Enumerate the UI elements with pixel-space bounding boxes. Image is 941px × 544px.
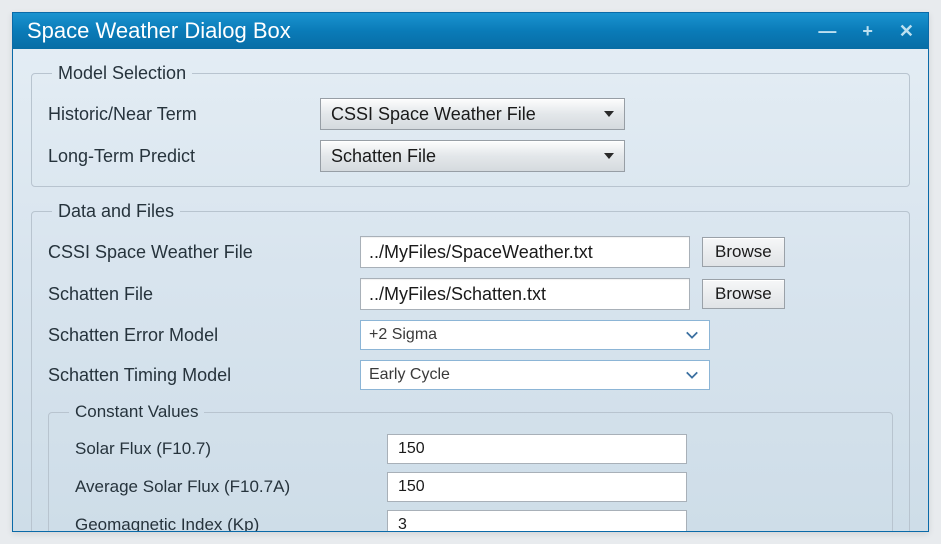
- schatten-browse-button[interactable]: Browse: [702, 279, 785, 309]
- timing-model-row: Schatten Timing Model Early Cycle: [48, 360, 893, 390]
- schatten-file-label: Schatten File: [48, 284, 348, 305]
- window-title: Space Weather Dialog Box: [27, 18, 814, 44]
- maximize-button[interactable]: +: [858, 20, 877, 42]
- error-model-label: Schatten Error Model: [48, 325, 348, 346]
- geo-index-label: Geomagnetic Index (Kp): [65, 515, 375, 531]
- constant-values-legend: Constant Values: [69, 402, 204, 422]
- cssi-browse-button[interactable]: Browse: [702, 237, 785, 267]
- timing-model-label: Schatten Timing Model: [48, 365, 348, 386]
- solar-flux-row: Solar Flux (F10.7) 150: [65, 434, 876, 464]
- timing-model-combo[interactable]: Early Cycle: [360, 360, 710, 390]
- longterm-dropdown-value: Schatten File: [331, 146, 604, 167]
- data-files-legend: Data and Files: [52, 201, 180, 222]
- cssi-file-row: CSSI Space Weather File ../MyFiles/Space…: [48, 236, 893, 268]
- model-selection-group: Model Selection Historic/Near Term CSSI …: [31, 63, 910, 187]
- geo-index-input[interactable]: 3: [387, 510, 687, 531]
- schatten-file-input[interactable]: ../MyFiles/Schatten.txt: [360, 278, 690, 310]
- avg-solar-flux-label: Average Solar Flux (F10.7A): [65, 477, 375, 497]
- solar-flux-input[interactable]: 150: [387, 434, 687, 464]
- schatten-file-row: Schatten File ../MyFiles/Schatten.txt Br…: [48, 278, 893, 310]
- timing-model-value: Early Cycle: [369, 366, 683, 384]
- error-model-row: Schatten Error Model +2 Sigma: [48, 320, 893, 350]
- dialog-window: Space Weather Dialog Box — + ✕ Model Sel…: [12, 12, 929, 532]
- avg-solar-flux-row: Average Solar Flux (F10.7A) 150: [65, 472, 876, 502]
- chevron-down-icon: [683, 326, 701, 344]
- caret-down-icon: [604, 111, 614, 117]
- cssi-file-input[interactable]: ../MyFiles/SpaceWeather.txt: [360, 236, 690, 268]
- historic-dropdown-value: CSSI Space Weather File: [331, 104, 604, 125]
- client-area: Model Selection Historic/Near Term CSSI …: [13, 49, 928, 531]
- historic-dropdown[interactable]: CSSI Space Weather File: [320, 98, 625, 130]
- historic-label: Historic/Near Term: [48, 104, 308, 125]
- longterm-row: Long-Term Predict Schatten File: [48, 140, 893, 172]
- model-selection-legend: Model Selection: [52, 63, 192, 84]
- cssi-file-label: CSSI Space Weather File: [48, 242, 348, 263]
- error-model-combo[interactable]: +2 Sigma: [360, 320, 710, 350]
- data-files-group: Data and Files CSSI Space Weather File .…: [31, 201, 910, 531]
- error-model-value: +2 Sigma: [369, 326, 683, 344]
- window-controls: — + ✕: [814, 20, 918, 42]
- solar-flux-label: Solar Flux (F10.7): [65, 439, 375, 459]
- geo-index-row: Geomagnetic Index (Kp) 3: [65, 510, 876, 531]
- historic-row: Historic/Near Term CSSI Space Weather Fi…: [48, 98, 893, 130]
- constant-values-group: Constant Values Solar Flux (F10.7) 150 A…: [48, 402, 893, 531]
- minimize-button[interactable]: —: [814, 20, 840, 42]
- titlebar[interactable]: Space Weather Dialog Box — + ✕: [13, 13, 928, 49]
- avg-solar-flux-input[interactable]: 150: [387, 472, 687, 502]
- caret-down-icon: [604, 153, 614, 159]
- close-button[interactable]: ✕: [895, 20, 918, 42]
- longterm-dropdown[interactable]: Schatten File: [320, 140, 625, 172]
- longterm-label: Long-Term Predict: [48, 146, 308, 167]
- chevron-down-icon: [683, 366, 701, 384]
